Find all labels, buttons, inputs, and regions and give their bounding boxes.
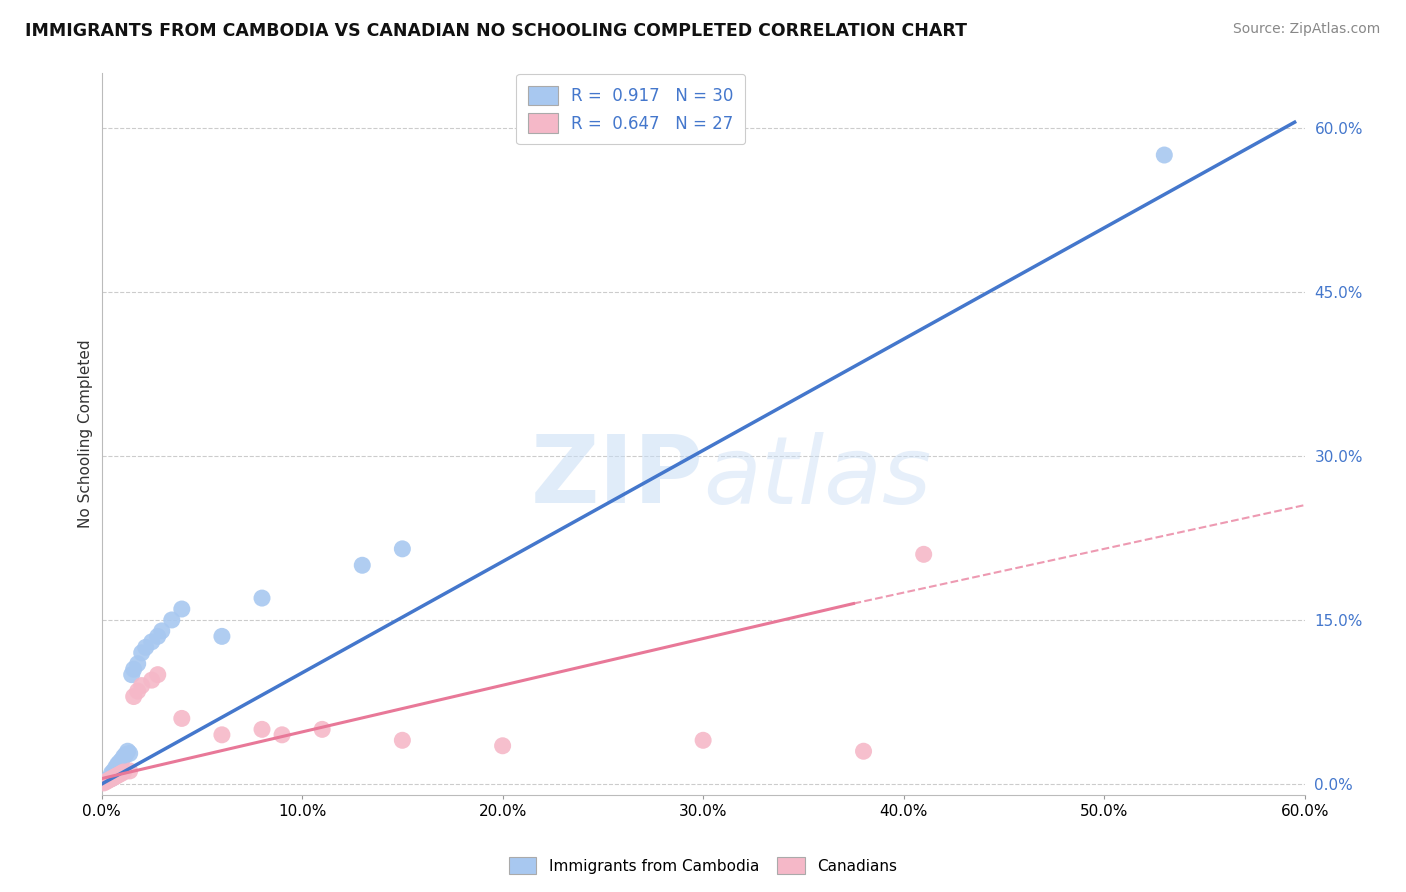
Point: [103, 771, 125, 785]
Point: [108, 767, 131, 781]
Point: [111, 753, 134, 767]
Point: [131, 646, 153, 660]
Point: [352, 558, 374, 573]
Text: Source: ZipAtlas.com: Source: ZipAtlas.com: [1233, 22, 1381, 37]
Text: IMMIGRANTS FROM CAMBODIA VS CANADIAN NO SCHOOLING COMPLETED CORRELATION CHART: IMMIGRANTS FROM CAMBODIA VS CANADIAN NO …: [25, 22, 967, 40]
Point: [912, 547, 935, 561]
Point: [121, 667, 143, 681]
Point: [150, 624, 173, 638]
Point: [141, 635, 163, 649]
Point: [135, 640, 157, 655]
Point: [250, 591, 273, 605]
Legend: Immigrants from Cambodia, Canadians: Immigrants from Cambodia, Canadians: [503, 851, 903, 880]
Point: [692, 733, 714, 747]
Point: [107, 757, 129, 772]
Point: [112, 749, 135, 764]
Point: [122, 662, 145, 676]
Point: [391, 541, 413, 556]
Point: [170, 602, 193, 616]
Point: [146, 629, 169, 643]
Point: [211, 629, 233, 643]
Point: [100, 772, 122, 786]
Text: ZIP: ZIP: [530, 432, 703, 524]
Point: [100, 766, 122, 780]
Point: [170, 711, 193, 725]
Point: [97, 772, 120, 787]
Point: [100, 772, 122, 786]
Y-axis label: No Schooling Completed: No Schooling Completed: [79, 340, 93, 528]
Point: [111, 766, 134, 780]
Point: [112, 764, 135, 779]
Point: [160, 613, 183, 627]
Point: [104, 769, 127, 783]
Legend: R =  0.917   N = 30, R =  0.647   N = 27: R = 0.917 N = 30, R = 0.647 N = 27: [516, 74, 745, 145]
Point: [104, 761, 127, 775]
Point: [391, 733, 413, 747]
Point: [93, 776, 115, 790]
Point: [122, 690, 145, 704]
Point: [98, 772, 121, 786]
Point: [146, 667, 169, 681]
Point: [98, 772, 121, 787]
Point: [93, 775, 115, 789]
Point: [107, 768, 129, 782]
Point: [94, 775, 117, 789]
Text: atlas: atlas: [703, 432, 931, 523]
Point: [97, 773, 120, 788]
Point: [271, 728, 294, 742]
Point: [211, 728, 233, 742]
Point: [118, 747, 141, 761]
Point: [117, 744, 139, 758]
Point: [131, 679, 153, 693]
Point: [114, 747, 136, 762]
Point: [127, 657, 149, 671]
Point: [311, 723, 333, 737]
Point: [491, 739, 513, 753]
Point: [141, 673, 163, 687]
Point: [108, 755, 131, 769]
Point: [118, 764, 141, 778]
Point: [852, 744, 875, 758]
Point: [250, 723, 273, 737]
Point: [127, 684, 149, 698]
Point: [94, 773, 117, 788]
Point: [103, 764, 125, 778]
Point: [1153, 148, 1175, 162]
